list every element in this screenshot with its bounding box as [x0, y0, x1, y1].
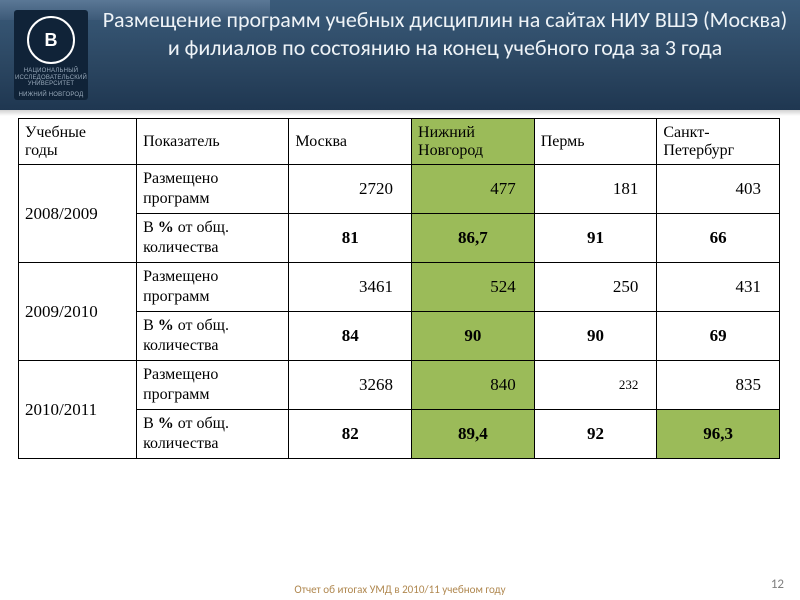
value-cell: 2720 — [289, 165, 412, 214]
slide: В НАЦИОНАЛЬНЫЙ ИССЛЕДОВАТЕЛЬСКИЙ УНИВЕРС… — [0, 0, 800, 600]
data-table-wrap: УчебныегодыПоказательМоскваНижнийНовгоро… — [18, 118, 780, 570]
indicator-cell: В % от общ. количества — [137, 312, 289, 361]
table-header-cell: Санкт-Петербург — [657, 119, 780, 165]
value-cell: 90 — [534, 312, 657, 361]
page-number: 12 — [771, 577, 784, 592]
value-cell: 84 — [289, 312, 412, 361]
table-header-cell: Пермь — [534, 119, 657, 165]
value-cell: 96,3 — [657, 410, 780, 459]
value-cell: 82 — [289, 410, 412, 459]
indicator-cell: Размещенопрограмм — [137, 165, 289, 214]
value-cell: 250 — [534, 263, 657, 312]
value-cell: 232 — [534, 361, 657, 410]
value-cell: 840 — [412, 361, 535, 410]
value-cell: 81 — [289, 214, 412, 263]
hse-logo-circle-icon: В — [27, 16, 75, 64]
hse-logo: В НАЦИОНАЛЬНЫЙ ИССЛЕДОВАТЕЛЬСКИЙ УНИВЕРС… — [14, 10, 88, 100]
hse-logo-caption: НАЦИОНАЛЬНЫЙ ИССЛЕДОВАТЕЛЬСКИЙ УНИВЕРСИТ… — [14, 68, 88, 88]
indicator-cell: В % от общ. количества — [137, 410, 289, 459]
value-cell: 431 — [657, 263, 780, 312]
value-cell: 91 — [534, 214, 657, 263]
indicator-cell: Размещенопрограмм — [137, 361, 289, 410]
year-cell: 2010/2011 — [19, 361, 137, 459]
value-cell: 403 — [657, 165, 780, 214]
hse-logo-caption2: НИЖНИЙ НОВГОРОД — [19, 92, 84, 99]
table-header-row: УчебныегодыПоказательМоскваНижнийНовгоро… — [19, 119, 780, 165]
indicator-cell: В % от общ. количества — [137, 214, 289, 263]
table-row: 2008/2009Размещенопрограмм2720477181403 — [19, 165, 780, 214]
slide-title: Размещение программ учебных дисциплин на… — [102, 6, 788, 61]
value-cell: 3268 — [289, 361, 412, 410]
value-cell: 90 — [412, 312, 535, 361]
value-cell: 524 — [412, 263, 535, 312]
table-header-cell: Москва — [289, 119, 412, 165]
header-shadow — [0, 110, 800, 116]
indicator-cell: Размещенопрограмм — [137, 263, 289, 312]
table-header-cell: Показатель — [137, 119, 289, 165]
value-cell: 69 — [657, 312, 780, 361]
value-cell: 835 — [657, 361, 780, 410]
value-cell: 92 — [534, 410, 657, 459]
value-cell: 3461 — [289, 263, 412, 312]
table-header-cell: Учебныегоды — [19, 119, 137, 165]
value-cell: 477 — [412, 165, 535, 214]
table-row: 2010/2011Размещенопрограмм3268840232835 — [19, 361, 780, 410]
footer-text: Отчет об итогах УМД в 2010/11 учебном го… — [0, 583, 800, 596]
table-row: 2009/2010Размещенопрограмм3461524250431 — [19, 263, 780, 312]
value-cell: 66 — [657, 214, 780, 263]
slide-header: В НАЦИОНАЛЬНЫЙ ИССЛЕДОВАТЕЛЬСКИЙ УНИВЕРС… — [0, 0, 800, 110]
value-cell: 89,4 — [412, 410, 535, 459]
value-cell: 181 — [534, 165, 657, 214]
value-cell: 86,7 — [412, 214, 535, 263]
year-cell: 2009/2010 — [19, 263, 137, 361]
data-table: УчебныегодыПоказательМоскваНижнийНовгоро… — [18, 118, 780, 459]
table-header-cell: НижнийНовгород — [412, 119, 535, 165]
year-cell: 2008/2009 — [19, 165, 137, 263]
